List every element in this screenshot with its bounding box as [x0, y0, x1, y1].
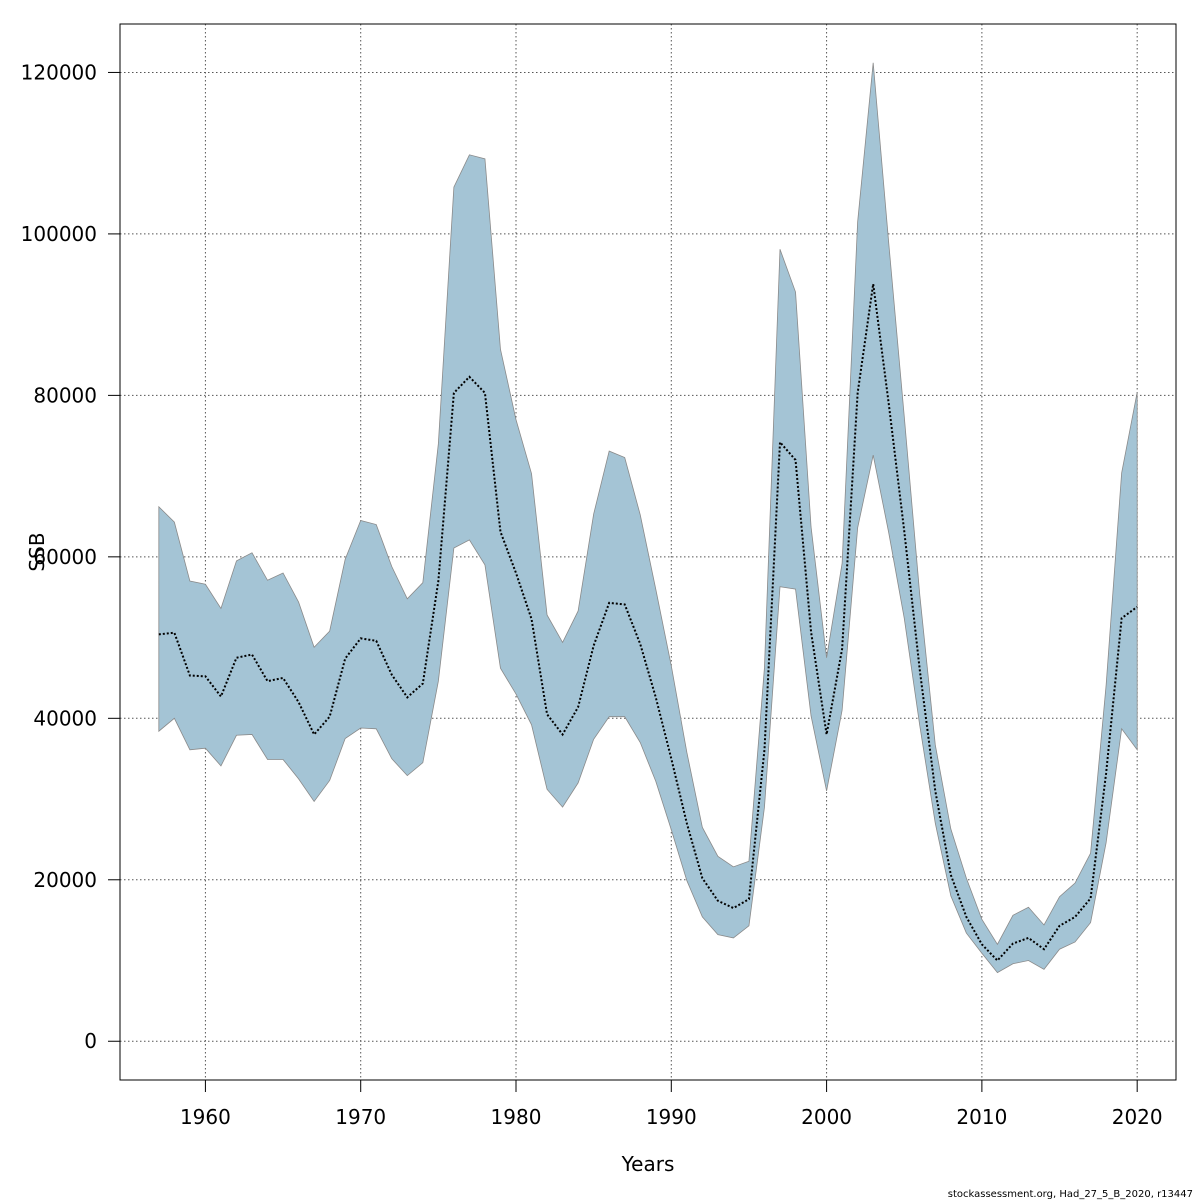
x-tick-label: 2000 — [801, 1105, 852, 1129]
confidence-band — [158, 62, 1138, 974]
x-tick-label: 2020 — [1112, 1105, 1163, 1129]
x-tick-label: 1990 — [646, 1105, 697, 1129]
grid-lines — [120, 24, 1176, 1080]
y-axis: 0 20000 40000 60000 80000 100000 120000 — [21, 60, 120, 1053]
y-tick-label: 80000 — [33, 383, 97, 407]
x-axis: 1960 1970 1980 1990 2000 2010 2020 — [180, 1080, 1163, 1129]
y-tick-label: 40000 — [33, 706, 97, 730]
x-tick-label: 1960 — [180, 1105, 231, 1129]
y-tick-label: 100000 — [21, 222, 97, 246]
x-axis-title: Years — [621, 1152, 675, 1176]
x-tick-label: 2010 — [956, 1105, 1007, 1129]
y-tick-label: 20000 — [33, 868, 97, 892]
footer-note: stockassessment.org, Had_27_5_B_2020, r1… — [948, 1189, 1193, 1200]
y-axis-title: SSB — [25, 532, 49, 571]
y-tick-label: 60000 — [33, 545, 97, 569]
ssb-estimate-line — [158, 283, 1138, 962]
y-tick-label: 0 — [84, 1029, 97, 1053]
x-tick-label: 1970 — [335, 1105, 386, 1129]
x-tick-label: 1980 — [491, 1105, 542, 1129]
y-tick-label: 120000 — [21, 60, 97, 84]
plot-frame — [119, 23, 1177, 1081]
